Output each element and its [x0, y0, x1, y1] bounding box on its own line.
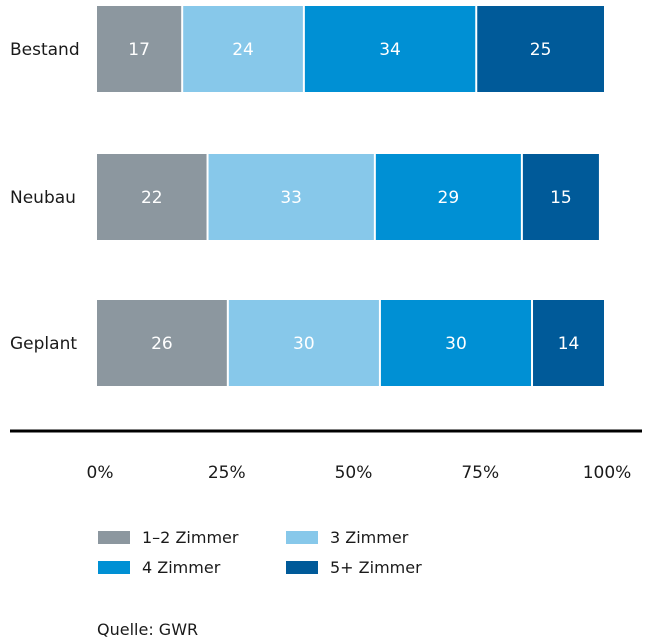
legend-swatch: [286, 561, 318, 574]
legend-swatch: [98, 531, 130, 544]
data-label: 17: [128, 40, 150, 60]
x-tick-label: 50%: [335, 463, 373, 483]
bar-segment: [97, 154, 207, 240]
data-label: 30: [445, 334, 467, 354]
bar-segment: [522, 154, 599, 240]
legend-swatch: [98, 561, 130, 574]
category-label: Neubau: [10, 188, 76, 208]
legend-item-1-2-zimmer: 1–2 Zimmer: [98, 528, 238, 547]
bar-segment: [183, 6, 303, 92]
source-note: Quelle: GWR: [97, 620, 199, 639]
data-label: 24: [232, 40, 254, 60]
bar-segment: [208, 154, 374, 240]
legend-label: 3 Zimmer: [330, 528, 409, 547]
bar-segment: [533, 300, 604, 386]
data-label: 29: [438, 188, 460, 208]
legend-item-5plus-zimmer: 5+ Zimmer: [286, 558, 422, 577]
legend-swatch: [286, 531, 318, 544]
category-label: Geplant: [10, 334, 77, 354]
data-label: 34: [379, 40, 401, 60]
legend-item-4-zimmer: 4 Zimmer: [98, 558, 220, 577]
data-label: 33: [280, 188, 302, 208]
category-label: Bestand: [10, 40, 80, 60]
bar-segment: [228, 300, 379, 386]
data-label: 22: [141, 188, 163, 208]
bar-segment: [97, 300, 227, 386]
bar-segment: [97, 6, 182, 92]
data-label: 14: [558, 334, 580, 354]
legend-label: 5+ Zimmer: [330, 558, 422, 577]
x-tick-label: 0%: [87, 463, 114, 483]
bars-group: 17 24 34 25 22 33 29 15 26 30 30 14: [97, 6, 604, 386]
x-tick-label: 25%: [208, 463, 246, 483]
bar-segment: [375, 154, 521, 240]
category-labels: Bestand Neubau Geplant: [10, 40, 80, 354]
x-tick-label: 100%: [583, 463, 632, 483]
bar-segment: [380, 300, 532, 386]
data-label: 26: [151, 334, 173, 354]
bar-segment: [304, 6, 476, 92]
legend-label: 1–2 Zimmer: [142, 528, 239, 547]
data-label: 15: [550, 188, 572, 208]
legend-label: 4 Zimmer: [142, 558, 221, 577]
data-label: 25: [530, 40, 552, 60]
legend-item-3-zimmer: 3 Zimmer: [286, 528, 408, 547]
x-tick-label: 75%: [461, 463, 499, 483]
data-label: 30: [293, 334, 315, 354]
bar-segment: [477, 6, 604, 92]
x-tick-labels: 0% 25% 50% 75% 100%: [87, 463, 632, 483]
